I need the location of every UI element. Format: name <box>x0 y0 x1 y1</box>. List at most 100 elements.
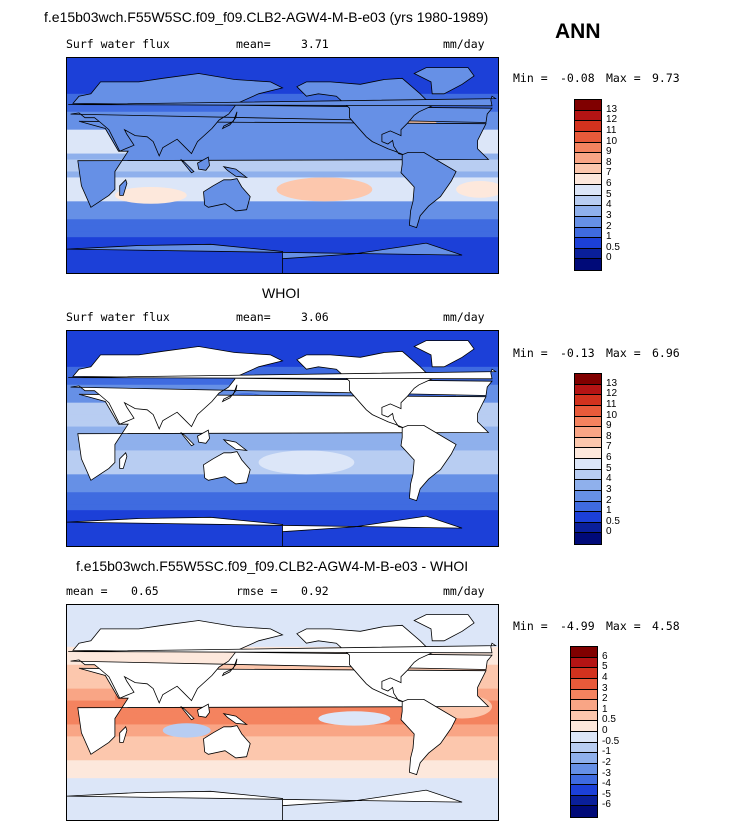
panel-1-mean-label: mean= <box>236 37 271 51</box>
field-band <box>67 336 498 344</box>
field-band <box>67 510 498 517</box>
colorbar-tick-label: 13 <box>606 103 618 115</box>
continent-outline <box>67 789 463 820</box>
colorbar-swatch <box>571 689 597 701</box>
colorbar-swatch <box>571 795 597 807</box>
continent-outline <box>70 346 493 430</box>
panel-3-max-value: 4.58 <box>652 619 680 633</box>
colorbar-swatch <box>575 121 601 132</box>
field-band <box>67 63 498 71</box>
colorbar-tick-label: 2 <box>606 220 612 232</box>
continent-outline <box>400 699 457 776</box>
field-band <box>67 748 498 755</box>
panel-2-max-value: 6.96 <box>652 346 680 360</box>
colorbar-tick-label: 2 <box>602 693 608 705</box>
panel-3-mean-label: mean = <box>66 584 108 598</box>
continent-outline <box>222 713 248 725</box>
field-band <box>67 605 498 612</box>
panel-1-units: mm/day <box>443 37 485 51</box>
continent-outline <box>203 725 251 759</box>
panel-3-max-label: Max = <box>606 619 641 633</box>
field-band <box>67 201 498 208</box>
panel-1-max-value: 9.73 <box>652 71 680 85</box>
continent-outline <box>119 452 128 469</box>
panel-2-variable-label: Surf water flux <box>66 310 170 324</box>
field-band <box>67 718 498 725</box>
colorbar-tick-label: 6 <box>606 452 612 463</box>
continent-outline <box>180 706 195 721</box>
colorbar-tick-label: 1 <box>606 505 612 517</box>
continent-outline <box>68 642 497 654</box>
panel-3-colorbar <box>570 646 598 818</box>
field-band <box>67 634 498 642</box>
field-feature <box>258 450 355 475</box>
colorbar-swatch <box>571 721 597 732</box>
colorbar-tick-label: -4 <box>602 778 611 790</box>
field-band <box>67 438 498 445</box>
field-band <box>67 492 498 499</box>
colorbar-tick-label: 10 <box>606 135 618 147</box>
continent-outline <box>296 624 433 703</box>
field-band <box>67 348 498 356</box>
colorbar-swatch <box>575 110 601 122</box>
colorbar-swatch <box>571 668 597 679</box>
continent-outline <box>70 73 493 157</box>
field-feature <box>276 177 373 202</box>
panel-1-min-label: Min = <box>513 71 548 85</box>
field-band <box>67 165 498 172</box>
colorbar-swatch <box>571 700 597 711</box>
panel-2-map <box>66 330 499 547</box>
colorbar-tick-label: 10 <box>606 409 618 421</box>
panel-2-colorbar-labels: 13 12 11 10 9 8 7 6 5 4 3 2 1 0.5 0 <box>606 373 636 543</box>
field-band <box>67 87 498 95</box>
continent-outline <box>400 425 457 502</box>
colorbar-swatch <box>575 174 601 185</box>
field-band <box>67 117 498 125</box>
colorbar-tick-label: 3 <box>606 483 612 495</box>
field-band <box>67 207 498 214</box>
field-band <box>67 225 498 232</box>
colorbar-swatch <box>575 142 601 154</box>
colorbar-tick-label: 0.5 <box>602 714 616 726</box>
field-feature <box>114 187 187 204</box>
panel-2-min-value: -0.13 <box>560 346 595 360</box>
colorbar-tick-label: -0.5 <box>602 735 620 747</box>
panel-2-mean-label: mean= <box>236 310 271 324</box>
continent-outline <box>180 159 195 174</box>
colorbar-swatch <box>575 469 601 481</box>
field-band <box>67 784 498 791</box>
colorbar-swatch <box>575 512 601 523</box>
field-band <box>67 81 498 89</box>
panel-1-max-label: Max = <box>606 71 641 85</box>
field-band <box>67 366 498 374</box>
panel-1-map <box>66 57 499 274</box>
field-band <box>67 75 498 83</box>
colorbar-tick-label: 6 <box>606 178 612 189</box>
colorbar-swatch <box>571 647 597 658</box>
panel-2-colorbar <box>574 373 602 545</box>
panel-1-mean-value: 3.71 <box>301 37 329 51</box>
panel-2-units: mm/day <box>443 310 485 324</box>
map-field <box>67 605 498 820</box>
field-band <box>67 331 498 338</box>
colorbar-tick-label: 9 <box>606 146 612 158</box>
colorbar-tick-label: 12 <box>606 388 618 400</box>
colorbar-tick-label: 5 <box>606 462 612 474</box>
field-band <box>67 778 498 785</box>
panel-2-max-label: Max = <box>606 346 641 360</box>
colorbar-tick-label: 13 <box>606 377 618 389</box>
continent-outline <box>67 515 463 546</box>
panel-2-min-label: Min = <box>513 346 548 360</box>
continent-outline <box>197 703 210 718</box>
colorbar-swatch <box>575 163 601 175</box>
map-field <box>67 331 498 546</box>
colorbar-tick-label: -1 <box>602 746 611 758</box>
colorbar-swatch <box>571 763 597 775</box>
colorbar-tick-label: 6 <box>602 650 608 662</box>
colorbar-tick-label: 0 <box>602 725 608 736</box>
field-band <box>67 664 498 672</box>
continent-outline <box>413 67 475 95</box>
colorbar-swatch <box>575 405 601 417</box>
colorbar-swatch <box>571 732 597 743</box>
field-band <box>67 498 498 505</box>
